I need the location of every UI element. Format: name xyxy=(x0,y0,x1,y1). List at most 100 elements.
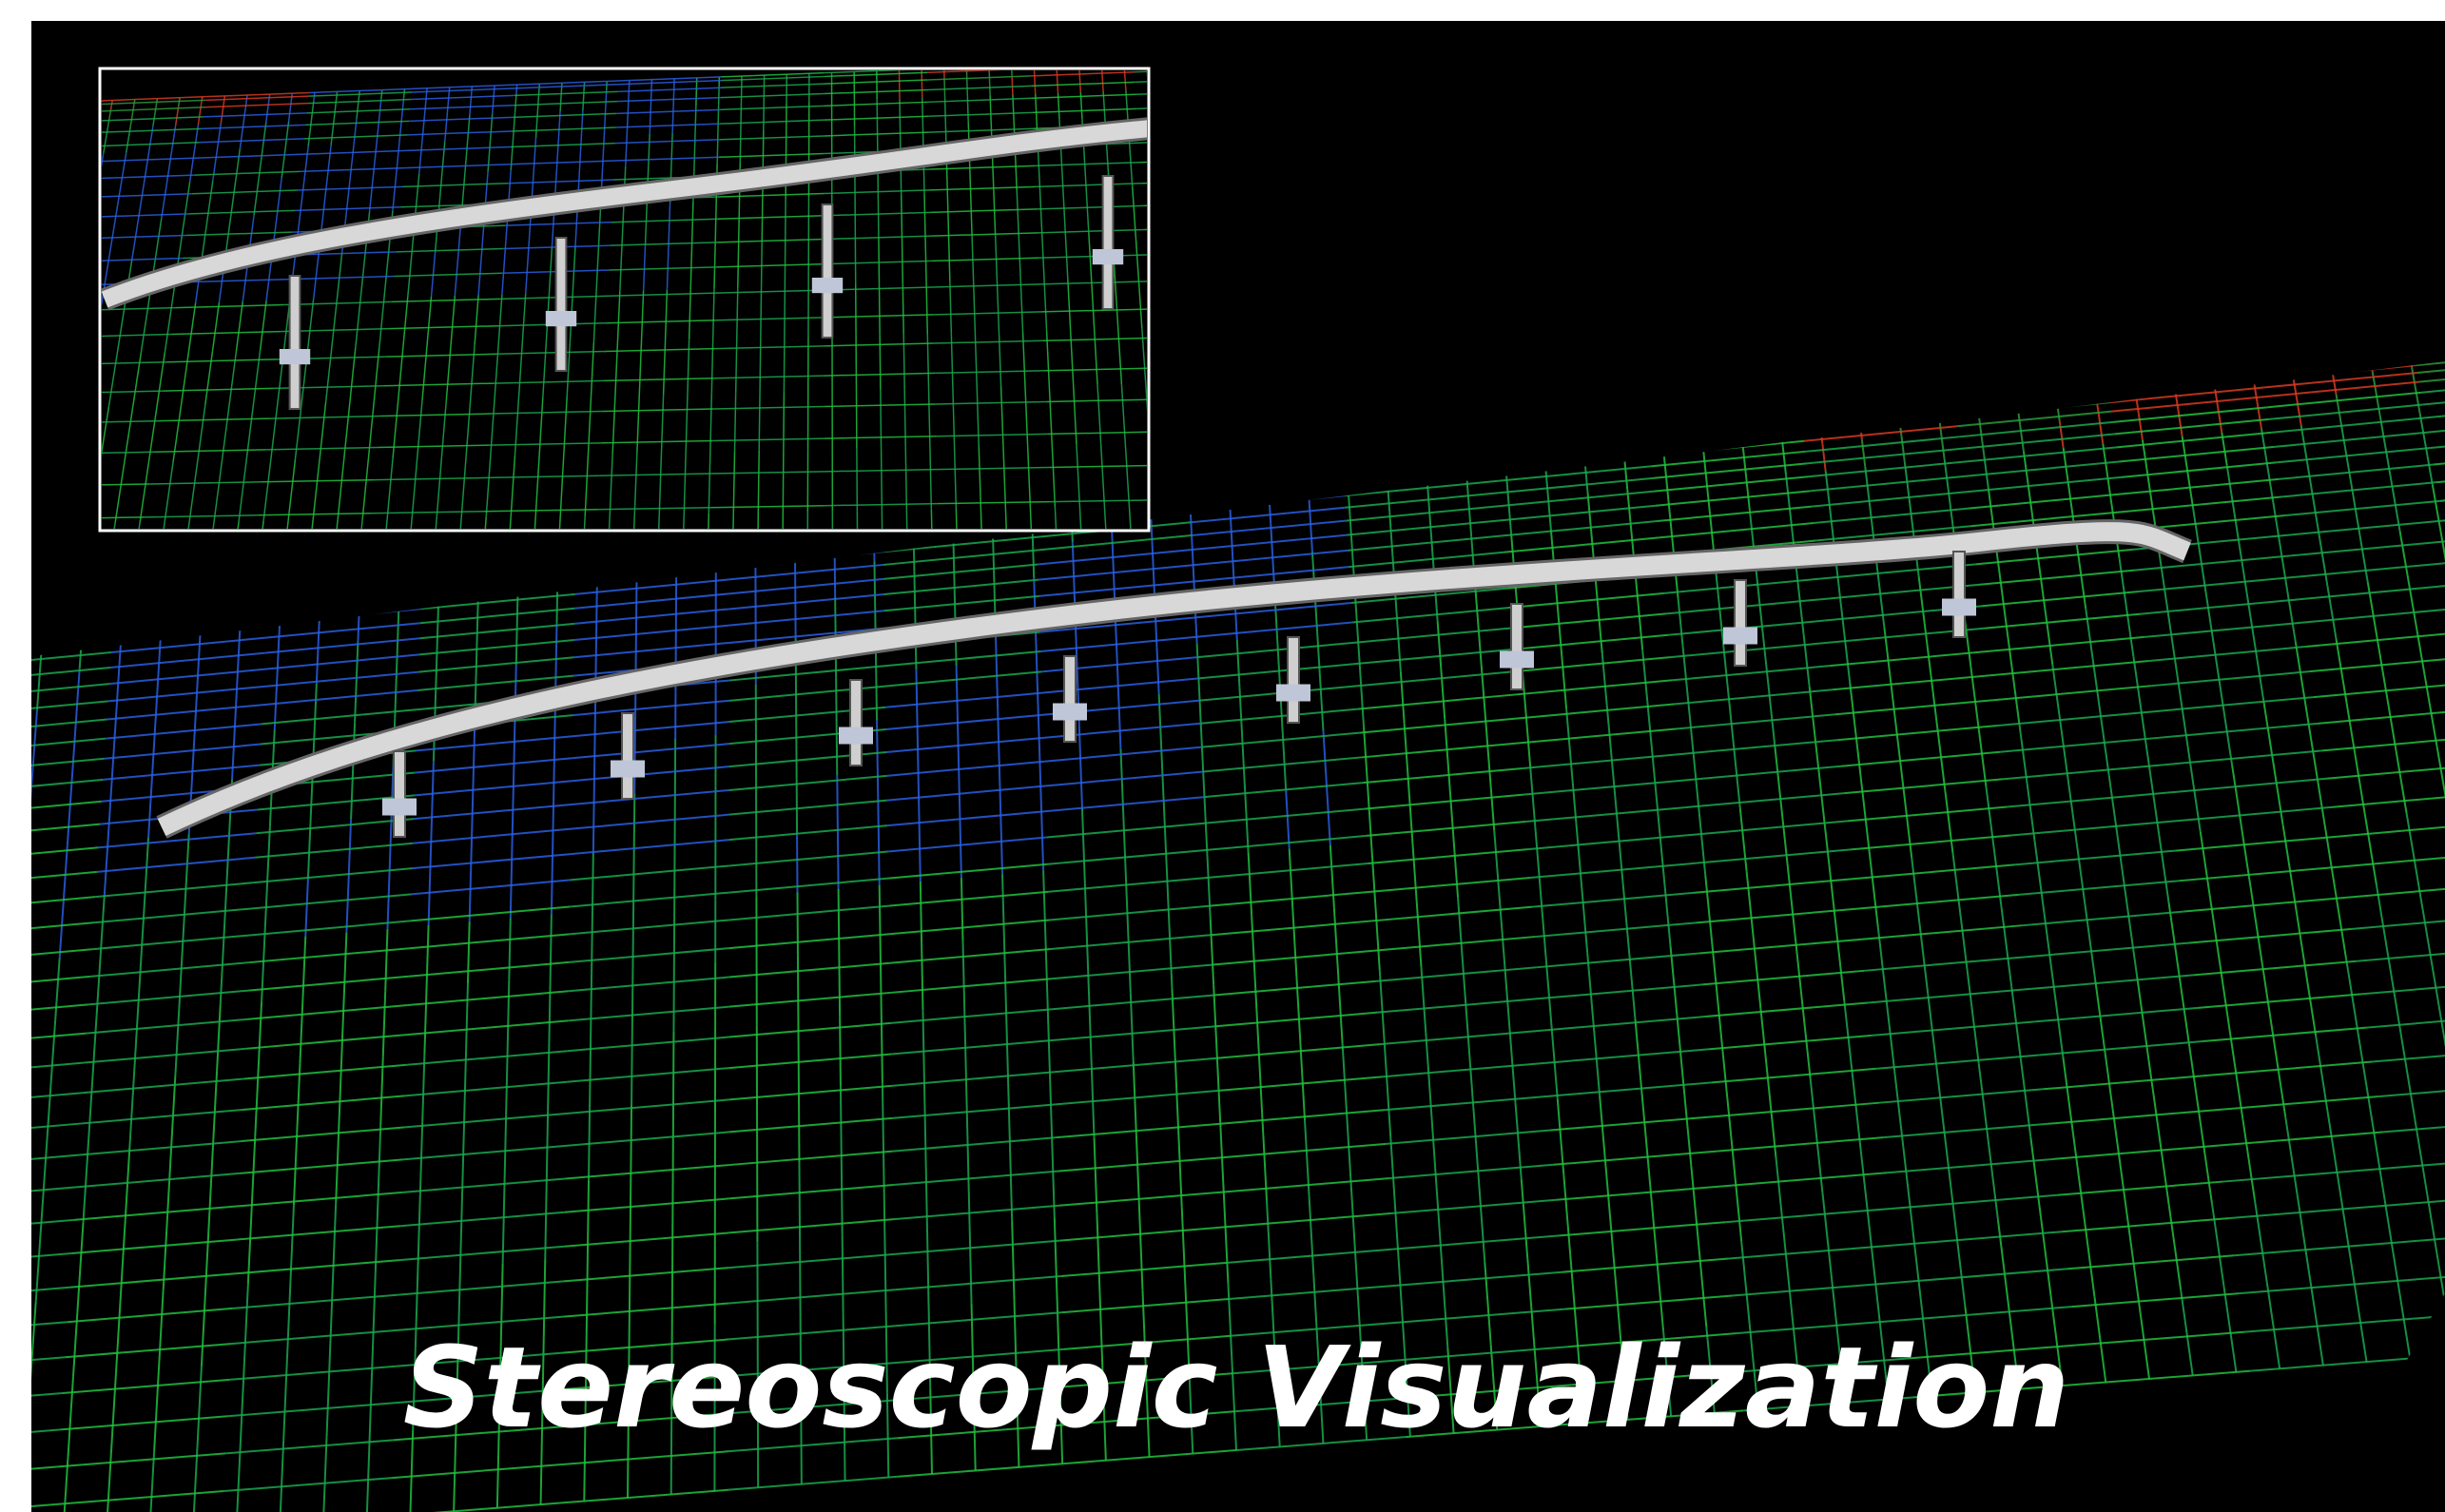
mesh-line xyxy=(903,335,904,390)
mesh-line xyxy=(1035,74,1036,93)
mesh-line xyxy=(739,200,740,242)
mesh-line xyxy=(694,132,695,165)
mesh-line xyxy=(759,393,760,451)
mesh-line xyxy=(552,856,553,915)
mesh-line xyxy=(839,889,840,952)
mesh-line xyxy=(839,951,840,1017)
pier-cap xyxy=(1276,685,1310,702)
pier-cap xyxy=(280,349,310,364)
mesh-line xyxy=(878,771,879,826)
bridge-pier xyxy=(290,276,301,409)
mesh-line xyxy=(650,89,651,108)
mesh-line xyxy=(717,131,718,164)
mesh-line xyxy=(381,90,382,100)
mesh-line xyxy=(837,724,838,775)
pier-cap xyxy=(1053,704,1087,721)
bridge-pier xyxy=(850,680,862,766)
mesh-line xyxy=(967,77,968,96)
mesh-line xyxy=(921,882,922,944)
mesh-line xyxy=(879,238,880,284)
mesh-line xyxy=(836,677,837,724)
mesh-line xyxy=(549,977,550,1042)
mesh-line xyxy=(593,797,594,852)
mesh-line xyxy=(715,201,716,242)
pier-cap xyxy=(382,799,417,816)
mesh-line xyxy=(989,76,990,95)
mesh-line xyxy=(800,1238,801,1317)
mesh-line xyxy=(630,1252,631,1331)
mesh-line xyxy=(880,335,881,390)
bridge-pier xyxy=(394,751,405,837)
bridge-pier xyxy=(1735,580,1746,666)
mesh-line xyxy=(512,804,513,860)
mesh-line xyxy=(997,662,998,708)
mesh-line xyxy=(944,78,945,97)
mesh-line xyxy=(884,1231,885,1310)
mesh-line xyxy=(784,392,785,450)
mesh-line xyxy=(738,242,739,288)
mesh-line xyxy=(594,700,595,746)
visualization: Stereoscopic Visualization xyxy=(0,0,2445,1512)
mesh-line xyxy=(632,969,633,1035)
mesh-line xyxy=(881,948,882,1014)
mesh-line xyxy=(633,848,634,907)
mesh-line xyxy=(762,241,763,287)
mesh-line xyxy=(511,860,512,919)
mesh-line xyxy=(1012,75,1013,94)
bridge-pier xyxy=(556,238,567,371)
mesh-line xyxy=(591,973,592,1038)
mesh-line xyxy=(737,288,738,339)
mesh-line xyxy=(473,757,474,807)
mesh-line xyxy=(494,86,495,95)
mesh-line xyxy=(762,199,763,241)
bridge-pier xyxy=(1511,604,1523,689)
mesh-line xyxy=(837,775,838,830)
bridge-pier xyxy=(1103,176,1114,309)
mesh-line xyxy=(472,87,473,96)
bridge-pier xyxy=(622,713,633,799)
mesh-line xyxy=(539,84,540,93)
mesh-line xyxy=(880,885,881,948)
mesh-line xyxy=(924,194,925,236)
mesh-line xyxy=(449,87,450,97)
mesh-line xyxy=(880,284,881,335)
mesh-line xyxy=(673,88,674,107)
mesh-line xyxy=(426,88,427,98)
bridge-pier xyxy=(1288,637,1299,723)
mesh-line xyxy=(628,89,629,108)
mesh-line xyxy=(957,666,958,712)
mesh-line xyxy=(594,746,595,798)
mesh-line xyxy=(918,767,919,823)
mesh-line xyxy=(878,195,879,237)
mesh-line xyxy=(881,390,882,449)
mesh-line xyxy=(902,283,903,334)
mesh-line xyxy=(553,750,554,802)
mesh-line xyxy=(551,915,552,977)
mesh-line xyxy=(584,82,585,91)
mesh-line xyxy=(916,669,917,716)
mesh-line xyxy=(882,448,883,510)
mesh-line xyxy=(403,89,404,99)
mesh-line xyxy=(838,830,839,889)
pier-cap xyxy=(546,311,576,326)
mesh-line xyxy=(959,764,960,819)
mesh-line xyxy=(876,673,877,720)
mesh-line xyxy=(917,717,918,768)
mesh-line xyxy=(561,83,562,92)
bridge-pier xyxy=(1064,656,1076,742)
mesh-line xyxy=(783,450,784,512)
mesh-line xyxy=(958,713,959,765)
bridge-pier xyxy=(1953,552,1965,637)
bridge-pier xyxy=(823,204,833,338)
mesh-line xyxy=(758,451,759,513)
pier-cap xyxy=(1093,249,1123,264)
pier-cap xyxy=(1942,599,1976,616)
mesh-line xyxy=(592,852,593,911)
mesh-line xyxy=(516,85,517,94)
mesh-line xyxy=(634,793,635,848)
pier-cap xyxy=(1723,628,1757,645)
mesh-line xyxy=(740,130,741,163)
pier-cap xyxy=(812,278,843,293)
mesh-line xyxy=(696,87,697,107)
mesh-line xyxy=(513,754,514,804)
